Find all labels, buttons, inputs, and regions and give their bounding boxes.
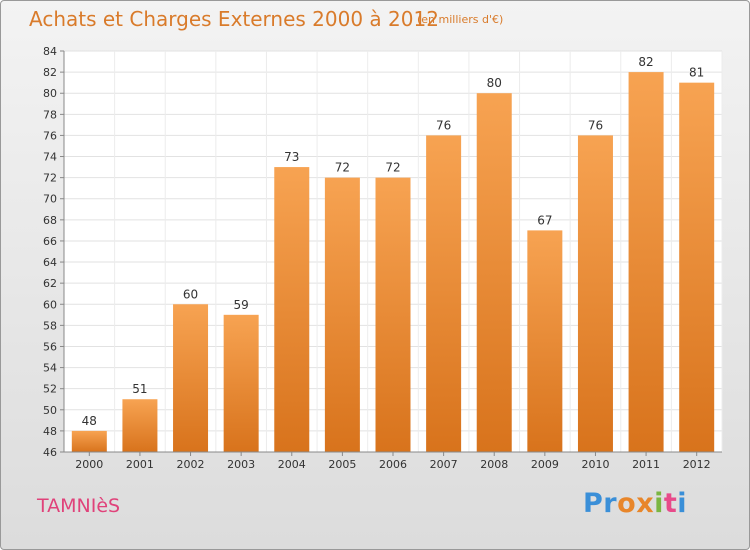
y-tick-label: 78 — [43, 108, 57, 121]
bar — [476, 93, 512, 453]
y-tick-label: 72 — [43, 172, 57, 185]
bar — [324, 177, 360, 452]
logo-letter: i — [677, 488, 688, 519]
bar — [122, 399, 158, 452]
bar-value-label: 81 — [689, 66, 704, 80]
x-tick-label: 2012 — [683, 458, 711, 471]
y-tick-label: 62 — [43, 277, 57, 290]
x-tick-label: 2008 — [480, 458, 508, 471]
proxiti-logo: Proxiti — [583, 488, 687, 519]
x-tick-label: 2004 — [278, 458, 306, 471]
x-tick-label: 2001 — [126, 458, 154, 471]
bar — [375, 177, 411, 452]
logo-letter: t — [663, 488, 678, 519]
y-tick-label: 74 — [43, 151, 57, 164]
x-tick-label: 2011 — [632, 458, 660, 471]
y-tick-label: 50 — [43, 404, 57, 417]
y-tick-label: 82 — [43, 66, 57, 79]
y-tick-label: 76 — [43, 129, 57, 142]
place-name: TAMNIèS — [37, 495, 121, 517]
bar — [71, 430, 107, 452]
x-tick-label: 2007 — [430, 458, 458, 471]
y-tick-label: 64 — [43, 256, 57, 269]
bar-value-label: 72 — [385, 161, 400, 175]
bar-value-label: 67 — [537, 213, 552, 227]
logo-letter: x — [636, 488, 655, 519]
bar-value-label: 72 — [335, 161, 350, 175]
bar-value-label: 51 — [132, 382, 147, 396]
x-tick-label: 2002 — [177, 458, 205, 471]
bar-value-label: 59 — [234, 298, 249, 312]
bar-value-label: 73 — [284, 150, 299, 164]
bar — [577, 135, 613, 452]
axes: 46 48 50 52 54 56 58 60 62 64 66 68 70 72 74 76 78 80 82 84… — [43, 45, 722, 471]
y-tick-label: 60 — [43, 298, 57, 311]
y-tick-label: 54 — [43, 362, 57, 375]
bar — [628, 72, 664, 453]
bar — [223, 314, 259, 452]
bar — [274, 167, 310, 452]
x-tick-label: 2009 — [531, 458, 559, 471]
bar — [679, 82, 715, 452]
logo-letter: P — [583, 488, 604, 519]
x-tick-label: 2010 — [581, 458, 609, 471]
y-tick-label: 80 — [43, 87, 57, 100]
y-tick-label: 68 — [43, 214, 57, 227]
chart-title: Achats et Charges Externes 2000 à 2012 — [29, 7, 439, 31]
bar-value-label: 82 — [638, 55, 653, 69]
y-tick-label: 52 — [43, 383, 57, 396]
bar — [527, 230, 563, 452]
y-tick-label: 46 — [43, 446, 57, 459]
chart-unit: (en milliers d'€) — [417, 13, 504, 26]
x-tick-label: 2006 — [379, 458, 407, 471]
bar-value-label: 48 — [82, 414, 97, 428]
bar-value-label: 76 — [588, 118, 603, 132]
logo-letter: o — [617, 488, 637, 519]
logo-letter: i — [654, 488, 664, 519]
logo-letter: r — [603, 488, 618, 519]
bar — [173, 304, 209, 452]
y-tick-label: 66 — [43, 235, 57, 248]
y-tick-label: 48 — [43, 425, 57, 438]
x-tick-label: 2003 — [227, 458, 255, 471]
x-tick-label: 2000 — [75, 458, 103, 471]
bars: 48 51 60 59 73 72 72 76 80 67 76 82 81 — [71, 55, 715, 453]
y-tick-label: 84 — [43, 45, 57, 58]
y-tick-label: 56 — [43, 340, 57, 353]
y-tick-label: 58 — [43, 319, 57, 332]
y-tick-label: 70 — [43, 193, 57, 206]
bar-value-label: 76 — [436, 118, 451, 132]
bar-value-label: 80 — [487, 76, 502, 90]
bar-value-label: 60 — [183, 287, 198, 301]
x-tick-label: 2005 — [328, 458, 356, 471]
bar — [426, 135, 462, 452]
